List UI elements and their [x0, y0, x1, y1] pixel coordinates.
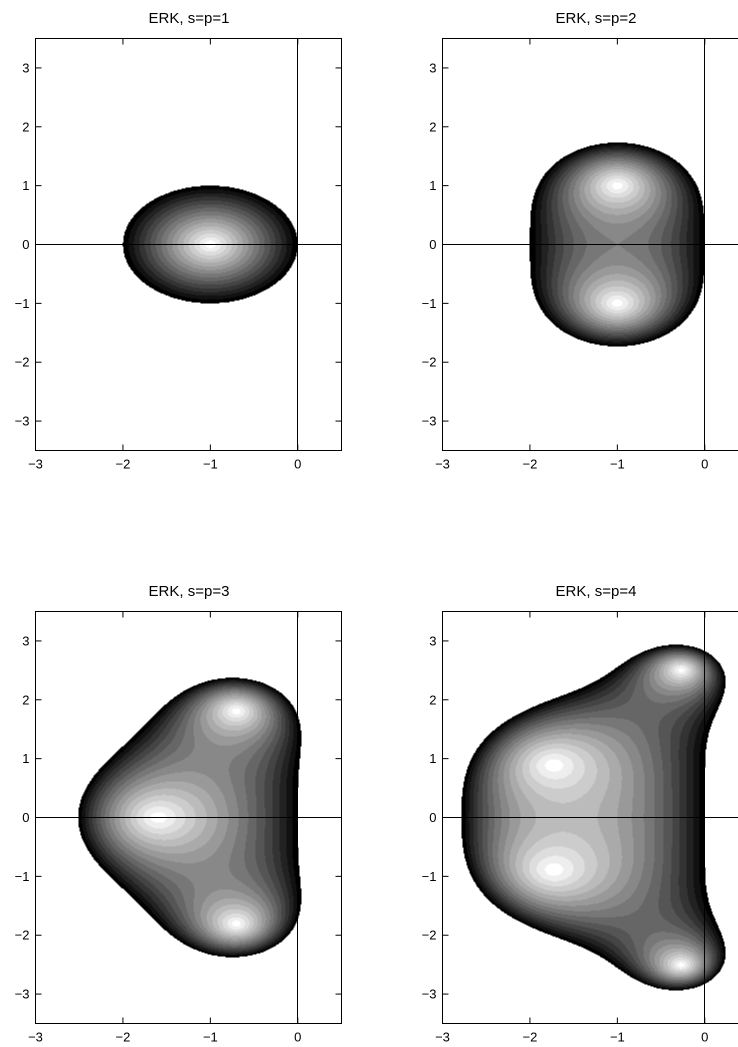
x-tick-label: −3 — [435, 457, 450, 472]
y-tick-label: 2 — [429, 119, 436, 134]
y-tick-label: 1 — [429, 178, 436, 193]
y-tick-label: −3 — [422, 414, 437, 429]
y-tick-label: −2 — [422, 355, 437, 370]
y-tick-label: −3 — [15, 987, 30, 1002]
x-tick-label: −1 — [203, 1030, 218, 1045]
y-tick-label: 1 — [429, 751, 436, 766]
y-tick-label: 0 — [429, 237, 436, 252]
y-tick-label: 3 — [22, 60, 29, 75]
x-tick-label: 0 — [701, 457, 708, 472]
subplot-title: ERK, s=p=4 — [556, 583, 637, 600]
y-tick-label: 0 — [22, 810, 29, 825]
x-tick-label: 0 — [294, 457, 301, 472]
subplot-title: ERK, s=p=3 — [149, 583, 230, 600]
y-tick-label: 1 — [22, 751, 29, 766]
subplot-erk-2: ERK, s=p=2 −3 −2 −1 0 −3 −2 −1 0 1 2 3 — [422, 10, 738, 472]
x-tick-label: −1 — [203, 457, 218, 472]
x-tick-label: −2 — [523, 1030, 538, 1045]
axis-ticks: −3 −2 −1 0 −3 −2 −1 0 1 2 3 — [422, 38, 708, 472]
y-tick-label: −2 — [15, 355, 30, 370]
subplot-title: ERK, s=p=2 — [556, 10, 637, 27]
x-tick-label: −2 — [116, 1030, 131, 1045]
y-tick-label: 3 — [429, 60, 436, 75]
x-tick-label: 0 — [294, 1030, 301, 1045]
y-tick-label: −1 — [422, 296, 437, 311]
y-tick-label: −1 — [422, 869, 437, 884]
x-tick-label: −1 — [610, 1030, 625, 1045]
y-tick-label: 2 — [22, 119, 29, 134]
x-tick-label: 0 — [701, 1030, 708, 1045]
y-tick-label: −1 — [15, 296, 30, 311]
subplot-erk-1: ERK, s=p=1 −3 −2 −1 0 −3 −2 −1 0 1 2 3 — [15, 10, 342, 472]
y-tick-label: −3 — [422, 987, 437, 1002]
x-tick-label: −3 — [28, 457, 43, 472]
x-tick-label: −2 — [523, 457, 538, 472]
subplot-title: ERK, s=p=1 — [149, 10, 230, 27]
y-tick-label: −2 — [15, 928, 30, 943]
x-tick-label: −2 — [116, 457, 131, 472]
axis-ticks: −3 −2 −1 0 −3 −2 −1 0 1 2 3 — [422, 611, 708, 1045]
y-tick-label: 3 — [429, 633, 436, 648]
subplot-erk-3: ERK, s=p=3 −3 −2 −1 0 −3 −2 −1 0 1 2 3 — [15, 583, 342, 1045]
x-tick-label: −3 — [435, 1030, 450, 1045]
x-tick-label: −3 — [28, 1030, 43, 1045]
y-tick-label: 2 — [429, 692, 436, 707]
subplot-erk-4: ERK, s=p=4 −3 −2 −1 0 −3 −2 −1 0 1 2 3 — [422, 583, 738, 1045]
y-tick-label: 0 — [22, 237, 29, 252]
x-tick-label: −1 — [610, 457, 625, 472]
y-tick-label: 0 — [429, 810, 436, 825]
y-tick-label: −1 — [15, 869, 30, 884]
y-tick-label: −2 — [422, 928, 437, 943]
y-tick-label: 3 — [22, 633, 29, 648]
y-tick-label: 2 — [22, 692, 29, 707]
y-tick-label: 1 — [22, 178, 29, 193]
y-tick-label: −3 — [15, 414, 30, 429]
axis-ticks: −3 −2 −1 0 −3 −2 −1 0 1 2 3 — [15, 611, 342, 1045]
axis-ticks: −3 −2 −1 0 −3 −2 −1 0 1 2 3 — [15, 38, 342, 472]
